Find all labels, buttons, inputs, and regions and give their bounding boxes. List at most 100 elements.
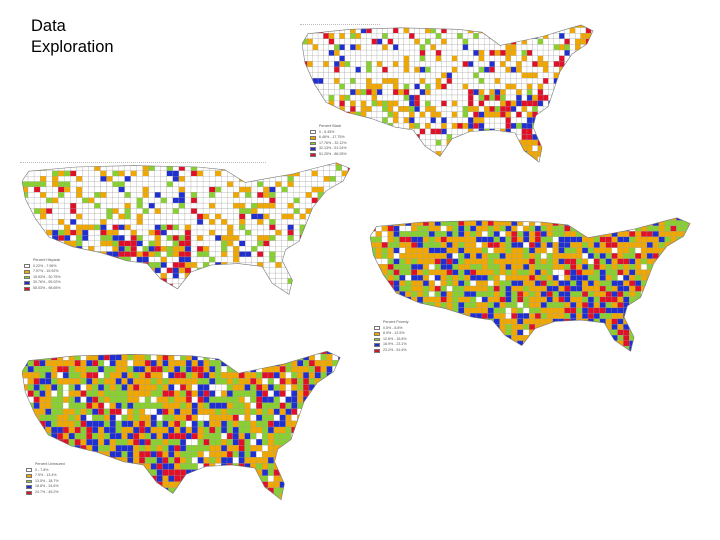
county-cell bbox=[499, 313, 506, 319]
county-cell bbox=[500, 122, 506, 129]
county-cell bbox=[354, 241, 360, 246]
county-cell bbox=[537, 89, 544, 96]
county-cell bbox=[540, 296, 547, 303]
county-cell bbox=[559, 55, 565, 62]
county-cell bbox=[569, 94, 576, 101]
county-cell bbox=[387, 66, 394, 73]
county-cell bbox=[209, 390, 216, 397]
county-cell bbox=[464, 264, 471, 270]
county-cell bbox=[76, 229, 83, 236]
county-cell bbox=[27, 378, 34, 385]
county-cell bbox=[559, 49, 565, 56]
county-cell bbox=[558, 307, 565, 314]
county-cell bbox=[399, 307, 406, 314]
county-cell bbox=[387, 225, 394, 232]
county-cell bbox=[232, 402, 239, 409]
county-cell bbox=[409, 78, 415, 84]
county-cell bbox=[440, 269, 447, 276]
county-cell bbox=[403, 83, 410, 90]
county-cell bbox=[398, 72, 404, 79]
county-cell bbox=[593, 335, 600, 341]
county-cell bbox=[267, 378, 274, 385]
county-cell bbox=[232, 372, 239, 379]
county-cell bbox=[558, 247, 565, 254]
county-cell bbox=[196, 224, 204, 231]
county-cell bbox=[178, 202, 186, 209]
county-cell bbox=[548, 111, 554, 118]
county-cell bbox=[425, 100, 431, 107]
county-cell bbox=[487, 264, 494, 270]
county-cell bbox=[582, 236, 589, 243]
county-cell bbox=[323, 256, 330, 263]
county-cell bbox=[587, 302, 595, 308]
county-cell bbox=[629, 247, 636, 254]
county-cell bbox=[166, 235, 174, 241]
county-cell bbox=[51, 372, 58, 379]
county-cell bbox=[191, 390, 198, 397]
county-cell bbox=[33, 229, 41, 236]
county-cell bbox=[208, 272, 216, 279]
county-cell bbox=[462, 117, 469, 124]
county-cell bbox=[482, 352, 488, 357]
county-cell bbox=[419, 128, 426, 135]
county-cell bbox=[458, 269, 465, 276]
county-cell bbox=[208, 219, 216, 225]
county-cell bbox=[307, 55, 313, 62]
county-cell bbox=[121, 366, 128, 373]
county-cell bbox=[470, 236, 477, 243]
county-cell bbox=[22, 246, 29, 252]
county-cell bbox=[493, 225, 500, 232]
county-cell bbox=[484, 61, 490, 68]
county-cell bbox=[136, 256, 143, 263]
county-cell bbox=[371, 44, 378, 51]
county-cell bbox=[344, 55, 351, 62]
county-cell bbox=[694, 291, 700, 296]
county-cell bbox=[22, 240, 29, 247]
county-cell bbox=[307, 72, 313, 79]
county-cell bbox=[422, 242, 430, 248]
county-cell bbox=[564, 134, 570, 141]
county-cell bbox=[419, 38, 426, 45]
county-cell bbox=[366, 128, 372, 135]
county-cell bbox=[585, 128, 592, 135]
county-cell bbox=[559, 117, 565, 124]
county-cell bbox=[239, 246, 246, 252]
county-cell bbox=[172, 224, 180, 231]
county-cell bbox=[591, 83, 593, 90]
county-cell bbox=[166, 289, 174, 295]
county-cell bbox=[452, 340, 459, 347]
county-cell bbox=[658, 231, 665, 237]
county-cell bbox=[293, 278, 300, 284]
county-cell bbox=[422, 313, 430, 319]
county-cell bbox=[70, 235, 77, 241]
county-cell bbox=[39, 202, 47, 209]
county-cell bbox=[221, 213, 228, 220]
county-cell bbox=[269, 208, 276, 214]
county-cell bbox=[452, 264, 459, 270]
county-cell bbox=[462, 38, 469, 45]
county-cell bbox=[405, 231, 412, 237]
county-cell bbox=[597, 33, 602, 39]
county-cell bbox=[470, 225, 477, 232]
county-cell bbox=[82, 213, 89, 220]
county-cell bbox=[542, 94, 549, 101]
county-cell bbox=[552, 225, 559, 232]
county-cell bbox=[441, 117, 447, 124]
county-cell bbox=[499, 242, 506, 248]
county-cell bbox=[347, 202, 350, 209]
county-cell bbox=[470, 217, 477, 221]
county-cell bbox=[221, 246, 228, 252]
county-cell bbox=[528, 247, 536, 254]
county-cell bbox=[279, 402, 286, 409]
county-cell bbox=[160, 246, 167, 252]
county-cell bbox=[39, 246, 47, 252]
county-cell bbox=[267, 360, 274, 367]
county-cells bbox=[22, 162, 360, 300]
county-cell bbox=[458, 318, 465, 325]
county-cell bbox=[173, 295, 179, 300]
county-cell bbox=[688, 280, 691, 287]
county-cell bbox=[317, 208, 324, 214]
county-cell bbox=[291, 402, 298, 409]
county-cell bbox=[534, 318, 542, 325]
county-cell bbox=[350, 122, 356, 129]
